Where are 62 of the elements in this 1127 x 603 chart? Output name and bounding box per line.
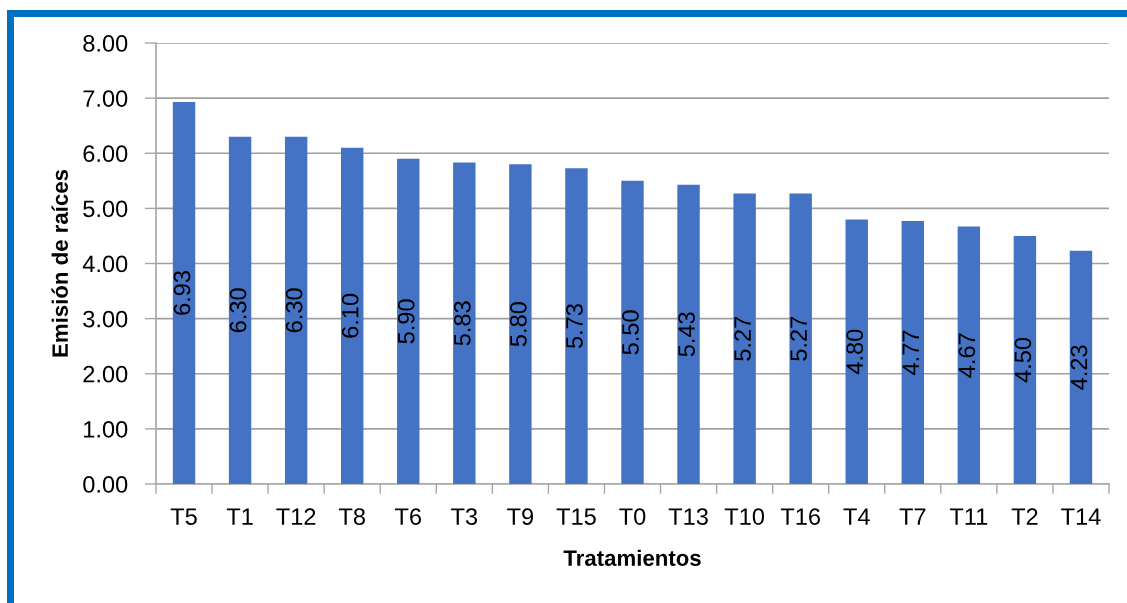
- bar: [621, 180, 644, 484]
- x-tick-label: T6: [395, 508, 422, 525]
- data-label: 5.50: [622, 310, 639, 355]
- bar: [845, 219, 868, 484]
- x-tick-label: T1: [226, 508, 253, 525]
- x-tick-label: T16: [780, 508, 820, 525]
- data-label: 4.23: [1070, 345, 1088, 390]
- data-label: 5.27: [790, 316, 808, 361]
- bar: [565, 168, 588, 484]
- bar: [228, 136, 252, 484]
- y-axis-title: Emisión de raíces: [51, 169, 68, 357]
- bar: [340, 147, 364, 484]
- data-label: 5.90: [397, 299, 415, 344]
- y-tick-label: 0.00: [83, 476, 128, 493]
- bar: [1069, 250, 1093, 484]
- y-tick-label: 7.00: [83, 90, 128, 107]
- data-label: 6.30: [229, 288, 247, 333]
- y-tick-label: 4.00: [82, 255, 128, 273]
- x-tick-label: T3: [451, 508, 478, 525]
- y-tick-label: 1.00: [84, 420, 128, 438]
- x-tick-label: T8: [338, 508, 365, 525]
- bar: [1013, 235, 1037, 484]
- y-tick-label: 3.00: [83, 310, 128, 328]
- x-tick-label: T15: [556, 508, 596, 525]
- data-label: 5.73: [566, 304, 583, 349]
- x-tick-label: T5: [170, 508, 197, 525]
- bar: [172, 101, 196, 484]
- data-label: 6.10: [341, 293, 359, 338]
- bar: [284, 136, 308, 484]
- data-label: 4.67: [958, 333, 976, 378]
- y-tick-label: 5.00: [83, 200, 128, 218]
- data-label: 4.80: [846, 329, 864, 375]
- x-tick-label: T12: [276, 508, 316, 525]
- bar: [453, 162, 476, 484]
- bar: [397, 158, 420, 484]
- x-tick-label: T4: [843, 508, 870, 525]
- data-label: 4.77: [902, 330, 919, 375]
- bar: [677, 184, 700, 484]
- x-tick-label: T11: [949, 508, 988, 525]
- bar: [733, 193, 756, 484]
- data-label: 5.43: [678, 312, 695, 357]
- data-label: 5.83: [453, 301, 471, 346]
- data-label: 5.27: [734, 316, 751, 361]
- bar: [957, 226, 981, 484]
- y-tick-label: 6.00: [83, 145, 128, 163]
- bar: [901, 221, 925, 484]
- x-tick-label: T7: [899, 508, 926, 525]
- x-tick-label: T2: [1011, 508, 1038, 525]
- data-label: 4.50: [1014, 337, 1032, 383]
- x-tick-label: T9: [507, 508, 534, 525]
- data-label: 6.93: [173, 271, 191, 315]
- y-tick-label: 8.00: [83, 35, 128, 52]
- x-axis-title: Tratamientos: [563, 549, 701, 566]
- x-tick-label: T14: [1061, 508, 1101, 525]
- data-label: 5.80: [510, 302, 527, 347]
- data-label: 6.30: [285, 288, 303, 333]
- y-tick-label: 2.00: [83, 365, 128, 383]
- x-tick-label: T13: [668, 508, 708, 525]
- x-tick-label: T0: [619, 508, 646, 525]
- bar: [789, 193, 812, 484]
- bar: [509, 164, 532, 484]
- x-tick-label: T10: [724, 508, 765, 525]
